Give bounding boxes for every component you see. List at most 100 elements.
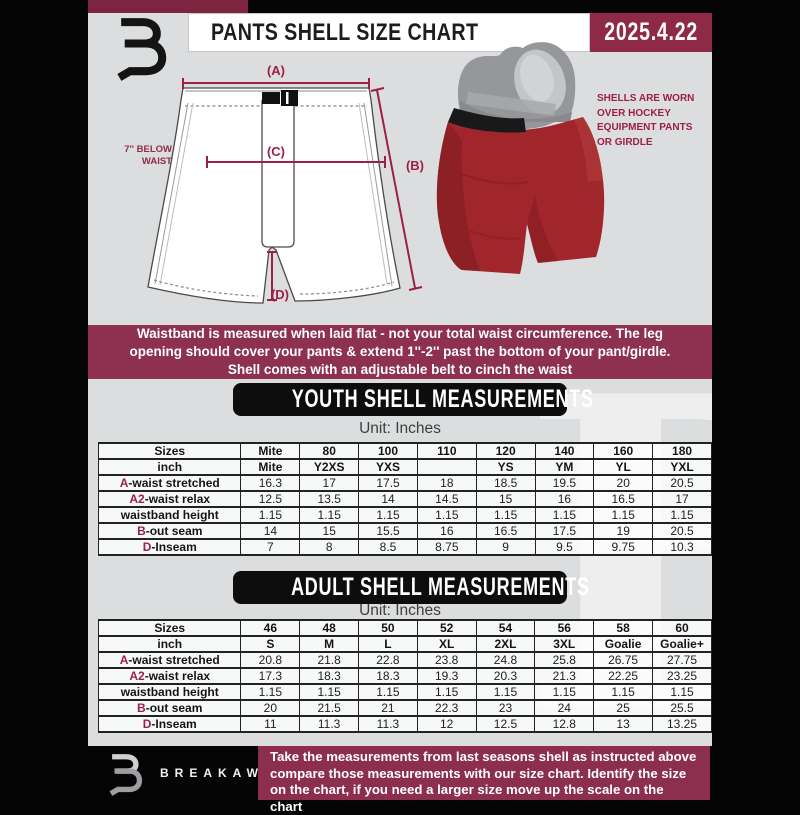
- youth-size-table: Sizes Mite 80 100 110 120 140 160 180 inch Mite Y2X…: [97, 442, 712, 556]
- table-value-cell: 17.5: [534, 522, 595, 540]
- table-value-cell: 18.3: [358, 667, 418, 685]
- row-label-prefix: A: [119, 653, 129, 667]
- footer-brand-wordmark: BREAKAWAY: [160, 766, 291, 780]
- side-note-line: OVER HOCKEY: [597, 107, 671, 119]
- table-value-cell: 18: [416, 474, 477, 492]
- table-value-cell: 20.8: [240, 651, 301, 669]
- table-value-cell: 14: [358, 490, 418, 508]
- table-value-cell: 15: [475, 490, 536, 508]
- table-value-cell: 1.15: [534, 683, 595, 701]
- row-label-prefix: A2: [129, 492, 145, 506]
- table-value-cell: 14: [240, 522, 301, 540]
- row-label-prefix: D: [142, 540, 152, 554]
- info-banner-line: opening should cover your pants & extend…: [129, 344, 671, 359]
- adult-unit-label: Unit: Inches: [359, 602, 441, 619]
- table-value-cell: 25.5: [652, 699, 712, 717]
- row-label: waistband height: [97, 506, 242, 524]
- table-value-cell: 16.5: [475, 522, 536, 540]
- header-title-bar: PANTS SHELL SIZE CHART: [188, 13, 590, 52]
- size-table: Sizes Mite 80 100 110 120 140 160 180 inch Mite Y2X…: [97, 442, 712, 556]
- table-subheader-cell: YXL: [652, 458, 712, 476]
- measure-label-d: (D): [270, 287, 290, 302]
- footer-note-line: compare those measurements with our size…: [270, 765, 687, 781]
- table-value-cell: 18.5: [475, 474, 536, 492]
- table-value-cell: 20.5: [652, 522, 712, 540]
- row-label: A-waist stretched: [97, 651, 242, 669]
- table-value-cell: 16: [534, 490, 595, 508]
- row-label-prefix: A2: [129, 669, 145, 683]
- table-header-cell: 46: [240, 619, 301, 637]
- shell-product-photo: [436, 42, 605, 274]
- table-value-cell: 9: [475, 538, 536, 556]
- page-title: PANTS SHELL SIZE CHART: [211, 18, 479, 46]
- table-value-cell: 13.5: [299, 490, 360, 508]
- table-value-cell: 12.5: [240, 490, 301, 508]
- table-subheader-cell: Y2XS: [299, 458, 360, 476]
- row-label-prefix: A: [119, 476, 129, 490]
- table-value-cell: 24: [534, 699, 595, 717]
- table-value-cell: 21.5: [299, 699, 360, 717]
- table-value-cell: 22.8: [358, 651, 418, 669]
- table-value-cell: 20: [240, 699, 301, 717]
- table-subheader-cell: [416, 458, 477, 476]
- row-label: A-waist stretched: [97, 474, 242, 492]
- table-value-cell: 8.5: [358, 538, 418, 556]
- table-value-cell: 1.15: [416, 506, 477, 524]
- table-header-cell: 120: [475, 442, 536, 460]
- table-value-cell: 23.25: [652, 667, 712, 685]
- table-header-cell: Mite: [240, 442, 301, 460]
- measure-label-b: (B): [405, 158, 425, 173]
- youth-section-title: YOUTH SHELL MEASUREMENTS: [233, 383, 593, 416]
- table-header-cell: 54: [475, 619, 536, 637]
- table-value-cell: 22.3: [416, 699, 477, 717]
- waist-note-line: 7'' BELOW: [124, 144, 172, 155]
- row-label: D-Inseam: [97, 538, 242, 556]
- row-label: A2-waist relax: [97, 490, 242, 508]
- table-subheader-cell: M: [299, 635, 360, 653]
- table-subheader-cell: XL: [416, 635, 477, 653]
- footer-note-line: on the chart, if you need a larger size …: [270, 782, 664, 814]
- youth-unit-label: Unit: Inches: [359, 420, 441, 437]
- table-subheader-cell: Goalie: [593, 635, 654, 653]
- table-value-cell: 16: [416, 522, 477, 540]
- table-value-cell: 1.15: [534, 506, 595, 524]
- shell-diagram: [147, 42, 605, 304]
- measure-label-a: (A): [266, 63, 286, 78]
- table-value-cell: 8: [299, 538, 360, 556]
- table-value-cell: 1.15: [416, 683, 477, 701]
- table-subheader-cell: YS: [475, 458, 536, 476]
- table-value-cell: 8.75: [416, 538, 477, 556]
- adult-section-title: ADULT SHELL MEASUREMENTS: [233, 571, 589, 604]
- table-subheader-cell: YXS: [358, 458, 418, 476]
- table-value-cell: 1.15: [475, 683, 536, 701]
- table-value-cell: 9.5: [534, 538, 595, 556]
- table-header-cell: 48: [299, 619, 360, 637]
- table-value-cell: 20: [593, 474, 654, 492]
- table-value-cell: 1.15: [240, 683, 301, 701]
- table-subheader-cell: YL: [593, 458, 654, 476]
- table-subheader-cell: S: [240, 635, 301, 653]
- table-header-cell: 52: [416, 619, 477, 637]
- table-value-cell: 20.3: [475, 667, 536, 685]
- date-text: 2025.4.22: [604, 18, 698, 46]
- table-subheader-cell: L: [358, 635, 418, 653]
- table-value-cell: 1.15: [299, 683, 360, 701]
- shorts-outline: [147, 87, 401, 304]
- row-label-prefix: D: [142, 717, 152, 731]
- side-note-line: SHELLS ARE WORN: [597, 93, 695, 104]
- table-header-cell: 80: [299, 442, 360, 460]
- table-value-cell: 24.8: [475, 651, 536, 669]
- table-header-cell: 180: [652, 442, 712, 460]
- table-value-cell: 13.25: [652, 715, 712, 733]
- row-label: A2-waist relax: [97, 667, 242, 685]
- table-value-cell: 17: [652, 490, 712, 508]
- waist-note-line: WAIST: [141, 156, 172, 167]
- info-banner: Waistband is measured when laid flat - n…: [88, 325, 712, 379]
- info-banner-line: Shell comes with an adjustable belt to c…: [227, 362, 573, 377]
- side-note-line: EQUIPMENT PANTS: [597, 122, 693, 133]
- table-value-cell: 21: [358, 699, 418, 717]
- row-label: D-Inseam: [97, 715, 242, 733]
- table-subheader-cell: inch: [97, 458, 242, 476]
- table-value-cell: 15.5: [358, 522, 418, 540]
